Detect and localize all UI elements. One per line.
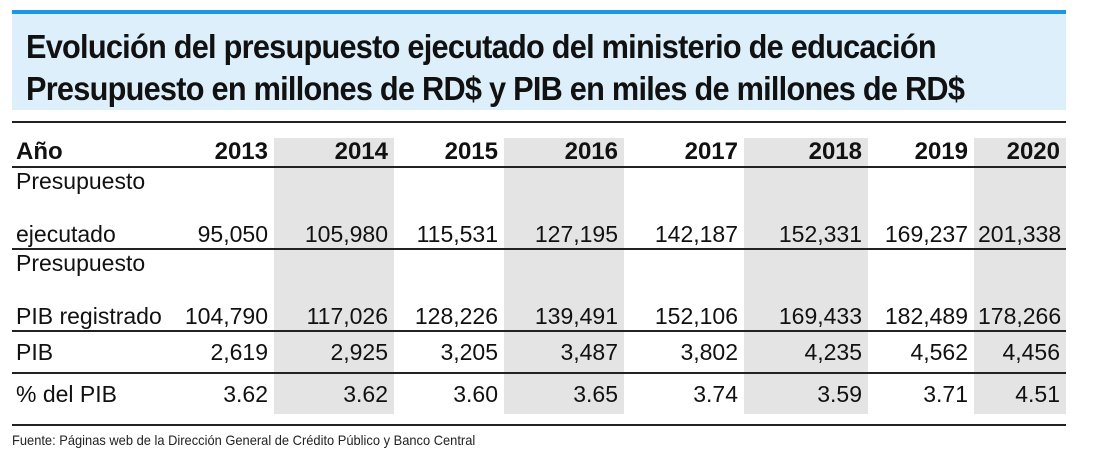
cell: 95,050 (172, 167, 274, 250)
cell: 182,489 (868, 249, 974, 332)
cell: 2,619 (172, 331, 274, 374)
year-2015: 2015 (394, 138, 504, 168)
table-row: Presupuesto ejecutado 95,050 105,980 115… (12, 167, 1066, 250)
cell: 115,531 (394, 167, 504, 250)
cell: 128,226 (394, 249, 504, 332)
year-2016: 2016 (504, 138, 624, 168)
table-row: Presupuesto PIB registrado 104,790 117,0… (12, 249, 1066, 332)
header-label: Año (12, 138, 172, 168)
cell: 3,205 (394, 331, 504, 374)
row-label-presupuesto-ejecutado: Presupuesto ejecutado (12, 167, 172, 250)
cell: 3.71 (923, 380, 968, 407)
row-label-line1: Presupuesto (16, 168, 146, 194)
year-2013: 2013 (172, 138, 274, 168)
cell: 4,235 (744, 331, 868, 374)
year-2014: 2014 (274, 138, 394, 168)
top-rule (12, 121, 1066, 123)
title-line-1: Evolución del presupuesto ejecutado del … (26, 28, 937, 65)
cell: 3.62 (274, 373, 394, 414)
cell: 4.51 (974, 373, 1066, 414)
cell: 3.59 (744, 373, 868, 414)
cell: 3.60 (453, 380, 498, 407)
cell: 4,562 (868, 331, 974, 374)
table-row: % del PIB 3.62 3.62 3.60 3.65 3.74 3.59 … (12, 373, 1066, 414)
year-2017: 2017 (624, 138, 744, 168)
row-label-presupuesto-pib: Presupuesto PIB registrado (12, 249, 172, 332)
cell: 152,331 (744, 167, 868, 250)
cell: 178,266 (974, 249, 1066, 332)
cell: 3,487 (504, 331, 624, 374)
year-2018: 2018 (744, 138, 868, 168)
cell: 3.62 (223, 380, 268, 407)
table-row: PIB 2,619 2,925 3,205 3,487 3,802 4,235 … (12, 331, 1066, 374)
cell: 4,456 (974, 331, 1066, 374)
cell: 3.65 (504, 373, 624, 414)
row-label-line1: Presupuesto (16, 250, 146, 276)
title-line-2: Presupuesto en millones de RD$ y PIB en … (26, 70, 965, 107)
row-label-line2: PIB registrado (16, 303, 162, 329)
row-label-pct-pib: % del PIB (16, 380, 117, 407)
cell: 117,026 (274, 249, 394, 332)
header-row: Año 2013 2014 2015 2016 2017 2018 2019 2… (12, 138, 1066, 168)
cell: 104,790 (172, 249, 274, 332)
cell: 105,980 (274, 167, 394, 250)
cell: 127,195 (504, 167, 624, 250)
cell: 139,491 (504, 249, 624, 332)
title-banner: Evolución del presupuesto ejecutado del … (12, 10, 1066, 110)
cell: 152,106 (624, 249, 744, 332)
cell: 3.74 (693, 380, 738, 407)
year-2020: 2020 (974, 138, 1066, 168)
bottom-rule (12, 424, 1066, 426)
cell: 2,925 (274, 331, 394, 374)
cell: 169,237 (868, 167, 974, 250)
cell: 3,802 (624, 331, 744, 374)
year-2019: 2019 (868, 138, 974, 168)
row-label-pib: PIB (12, 331, 172, 374)
cell: 169,433 (744, 249, 868, 332)
source-note: Fuente: Páginas web de la Dirección Gene… (12, 432, 476, 448)
row-label-line2: ejecutado (16, 221, 116, 247)
cell: 201,338 (974, 167, 1066, 250)
budget-table: Año 2013 2014 2015 2016 2017 2018 2019 2… (12, 138, 1066, 414)
cell: 142,187 (624, 167, 744, 250)
